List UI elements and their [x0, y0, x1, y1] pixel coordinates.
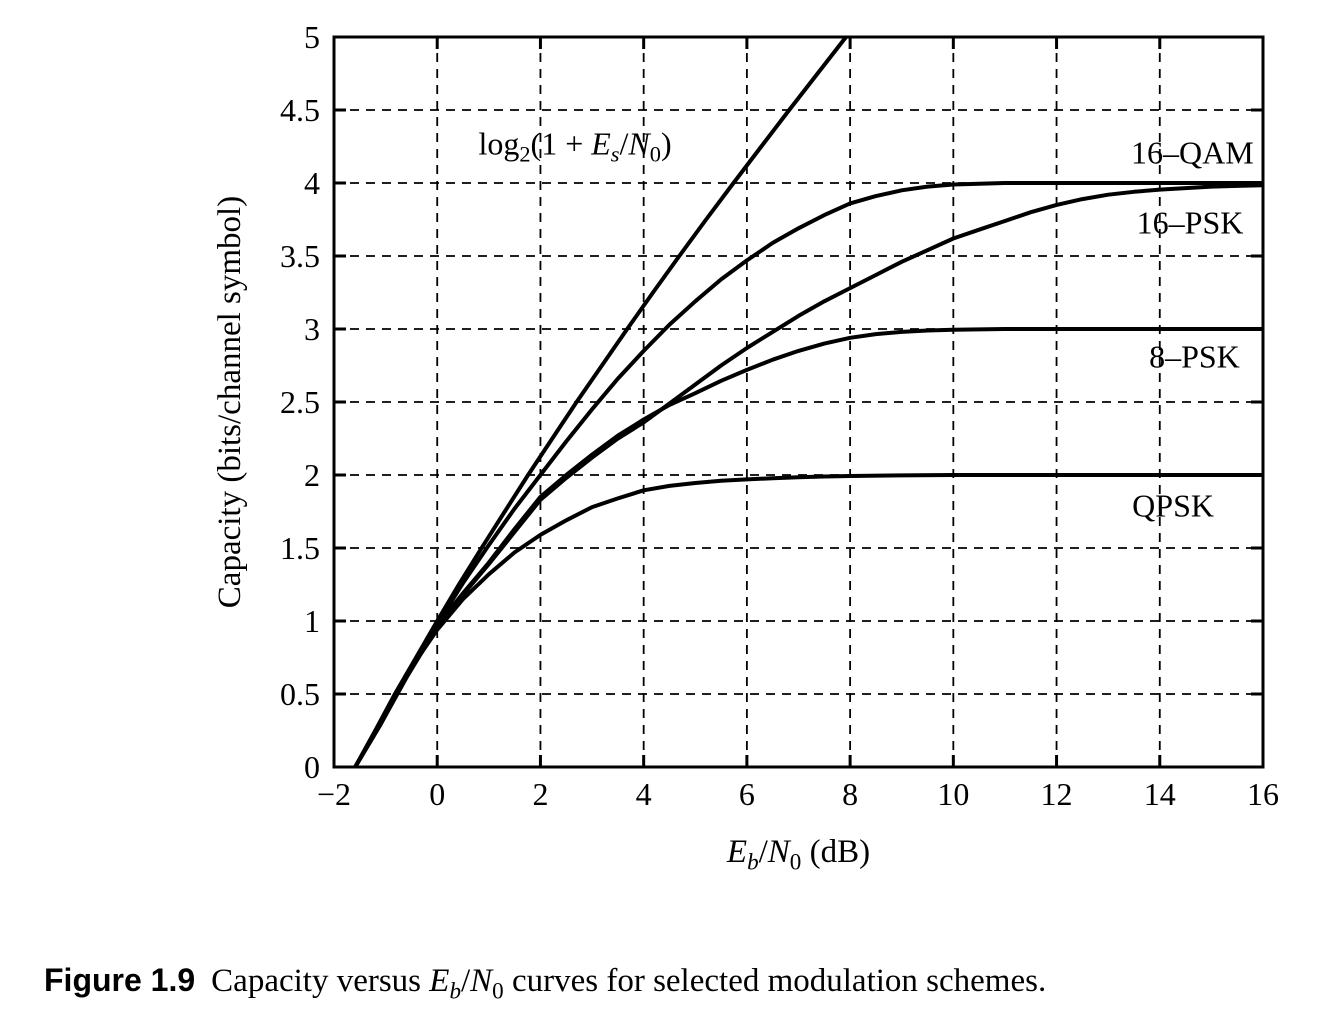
curve-label-16-psk: 16–PSK [1137, 204, 1244, 240]
curve-8-psk [353, 327, 1263, 767]
capacity-chart: −2 0 2 4 6 8 10 12 14 1600.511.522.533.544.55Eb/N… [212, 19, 1279, 875]
curves [353, 37, 1263, 767]
y-tick-label: 2 [304, 457, 320, 493]
y-tick-label: 4 [304, 165, 320, 201]
figure-caption-text: Capacity versus Eb/N0 curves for selecte… [211, 963, 1047, 1004]
x-tick-label: 8 [842, 776, 858, 812]
y-tick-label: 3.5 [280, 238, 320, 274]
x-tick-label: −2 [317, 776, 351, 812]
y-tick-label: 5 [304, 19, 320, 55]
gridlines [334, 37, 1263, 767]
x-tick-label: 2 [532, 776, 548, 812]
y-axis-label: Capacity (bits/channel symbol) [212, 196, 248, 608]
y-tick-label: 1 [304, 603, 320, 639]
y-tick-label: 0 [304, 749, 320, 785]
x-axis-label: Eb/N0 (dB) [726, 834, 870, 874]
curve-16-qam [353, 181, 1263, 767]
x-tick-label: 16 [1247, 776, 1279, 812]
y-tick-label: 0.5 [280, 676, 320, 712]
curve-label-shannon-capacity: log2(1 + Es/N0) [478, 126, 671, 167]
x-tick-label: 12 [1041, 776, 1073, 812]
x-tick-label: 10 [937, 776, 969, 812]
figure-caption-label: Figure 1.9 [44, 962, 196, 998]
y-tick-label: 3 [304, 311, 320, 347]
y-tick-label: 1.5 [280, 530, 320, 566]
x-tick-label: 0 [429, 776, 445, 812]
figure-caption: Figure 1.9 Capacity versus Eb/N0 curves f… [44, 962, 1314, 1005]
x-tick-label: 4 [636, 776, 652, 812]
tick-marks [334, 37, 1263, 767]
y-tick-label: 2.5 [280, 384, 320, 420]
x-tick-label: 14 [1144, 776, 1176, 812]
curve-label-qpsk: QPSK [1132, 488, 1214, 524]
curve-label-16-qam: 16–QAM [1131, 134, 1254, 170]
curve-qpsk [353, 473, 1263, 767]
curve-label-8-psk: 8–PSK [1149, 339, 1240, 375]
x-tick-label: 6 [739, 776, 755, 812]
y-tick-label: 4.5 [280, 92, 320, 128]
